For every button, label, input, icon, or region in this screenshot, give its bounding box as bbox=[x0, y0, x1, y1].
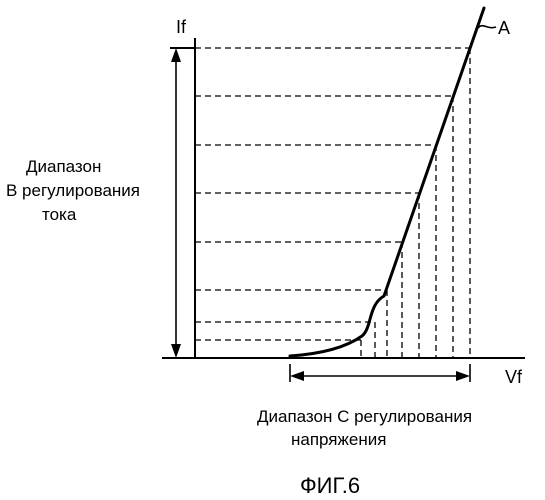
voltage-range-label-line1: Диапазон С регулирования bbox=[257, 407, 472, 426]
curve-a-leader bbox=[478, 26, 496, 28]
x-axis-label: Vf bbox=[505, 367, 523, 387]
curve-a-label: A bbox=[498, 18, 510, 38]
voltage-range-label-line2: напряжения bbox=[291, 430, 386, 449]
current-level-guides bbox=[195, 48, 470, 340]
current-range-arrow bbox=[171, 48, 181, 358]
figure-caption: ФИГ.6 bbox=[300, 473, 360, 498]
current-range-label-line3: тока bbox=[42, 205, 77, 224]
voltage-range-arrow bbox=[290, 364, 470, 382]
current-range-label-line2: В регулирования bbox=[6, 181, 140, 200]
current-range-label-line1: Диапазон bbox=[26, 157, 101, 176]
y-axis-label: If bbox=[176, 17, 187, 37]
